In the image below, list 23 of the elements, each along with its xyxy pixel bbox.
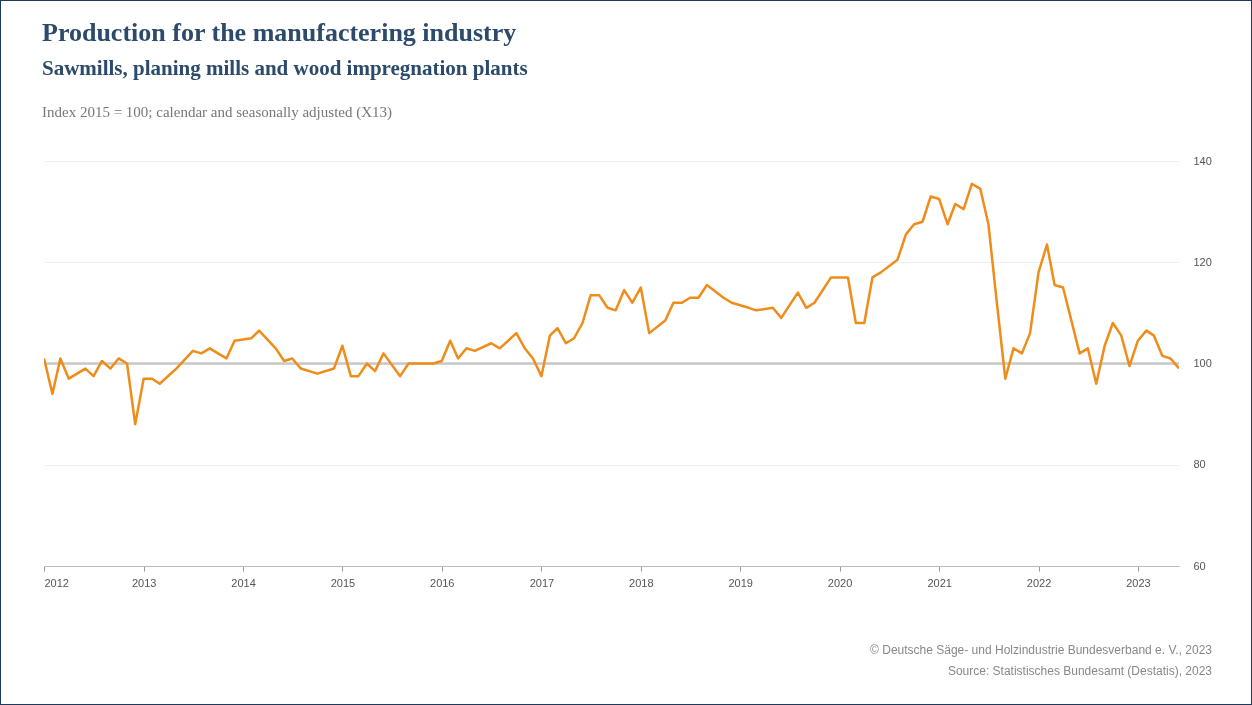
chart-subtitle: Sawmills, planing mills and wood impregnation plants bbox=[42, 56, 528, 81]
source-note: Source: Statistisches Bundesamt (Destatis), 2023 bbox=[946, 663, 1212, 680]
x-tick-label: 2015 bbox=[330, 576, 356, 589]
y-tick-label: 120 bbox=[1193, 255, 1212, 268]
x-tick-label: 2020 bbox=[827, 576, 853, 589]
x-tick-label: 2023 bbox=[1126, 576, 1151, 589]
x-tick-label: 2013 bbox=[131, 576, 157, 589]
x-tick-label: 2022 bbox=[1026, 576, 1052, 589]
y-axis-title: Index 2015 = 100; calendar and seasonally adjusted (X13) bbox=[42, 104, 393, 121]
y-tick-label: 140 bbox=[1193, 154, 1212, 167]
x-tick-label: 2019 bbox=[728, 576, 753, 589]
text: © Deutsche Säge- und Holzindustrie Bundesverband e. V., 2023 bbox=[870, 642, 1212, 659]
x-tick-label: 2018 bbox=[629, 576, 654, 589]
y-tick-label: 80 bbox=[1193, 458, 1206, 471]
x-tick-label: 2021 bbox=[927, 576, 952, 589]
line-series bbox=[44, 182, 1179, 426]
x-tick-label: 2016 bbox=[430, 576, 455, 589]
x-tick-label: 2012 bbox=[44, 576, 69, 589]
chart-title: Production for the manufactering industry bbox=[42, 18, 517, 48]
x-tick-label: 2014 bbox=[231, 576, 256, 589]
y-tick-label: 60 bbox=[1193, 559, 1206, 572]
y-tick-label: 100 bbox=[1193, 357, 1212, 369]
x-tick-label: 2017 bbox=[529, 576, 555, 589]
